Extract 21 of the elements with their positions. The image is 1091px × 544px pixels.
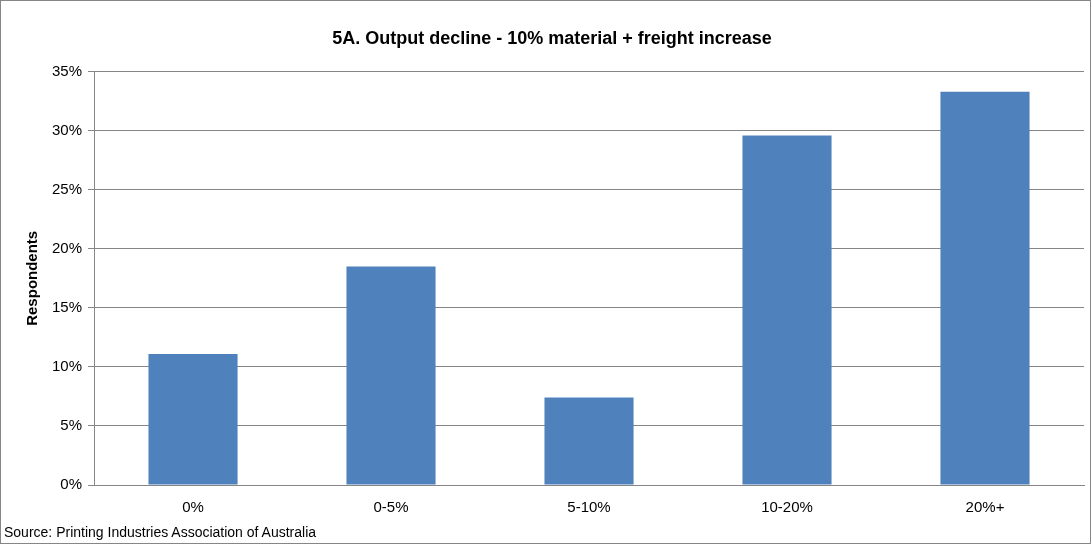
y-tick-label: 20% bbox=[51, 238, 83, 256]
x-tick-label: 20%+ bbox=[965, 498, 1005, 516]
y-tick-label: 25% bbox=[51, 179, 83, 197]
bar bbox=[346, 266, 436, 485]
y-axis-title: Respondents bbox=[23, 230, 41, 326]
source-note: Source: Printing Industries Association of Australia bbox=[4, 524, 317, 540]
x-tick-label: 10-20% bbox=[761, 498, 813, 516]
y-tick-label: 5% bbox=[60, 416, 83, 434]
chart-title: 5A. Output decline - 10% material + freight increase bbox=[332, 27, 772, 48]
bar bbox=[148, 353, 238, 485]
y-tick-label: 15% bbox=[51, 297, 83, 315]
y-tick-label: 35% bbox=[51, 61, 83, 79]
y-tick-label: 30% bbox=[51, 120, 83, 138]
y-tick-label: 0% bbox=[60, 475, 83, 493]
y-tick-label: 10% bbox=[51, 357, 83, 375]
x-tick-label: 0-5% bbox=[373, 498, 409, 516]
x-tick-label: 5-10% bbox=[567, 498, 611, 516]
x-tick-label: 0% bbox=[182, 498, 204, 516]
bar bbox=[742, 135, 832, 485]
bar bbox=[940, 91, 1030, 485]
bar bbox=[544, 397, 634, 485]
